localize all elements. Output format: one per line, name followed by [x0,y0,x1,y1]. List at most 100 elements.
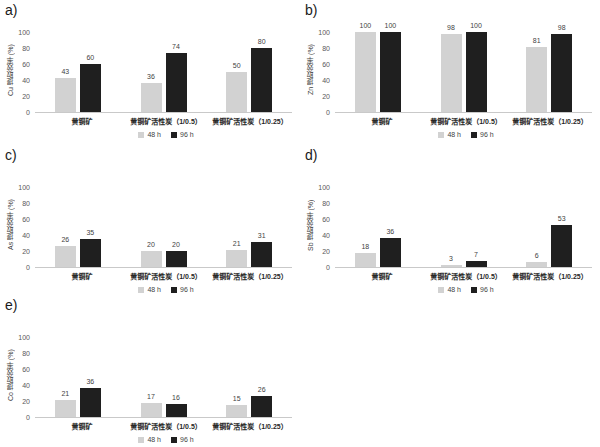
y-axis-title: Cu 提取效率 (%) [5,27,17,113]
category-label: 黄铜矿 [40,116,124,126]
bar-with-label: 31 [251,232,272,267]
y-tick-label: 0 [26,264,30,272]
bar-48h [526,262,547,267]
legend-label: 48 h [447,131,461,138]
plot-area: 26352020 2131 [35,187,292,268]
y-tick-label: 60 [22,61,30,69]
bar-with-label: 35 [80,229,101,267]
value-label: 80 [258,38,266,46]
y-tick-label: 60 [322,216,330,224]
y-tick-label: 80 [22,350,30,358]
category-label: 黄铜矿活性炭（1/0.5） [424,116,508,126]
y-tick-label: 40 [322,232,330,240]
bar-96h [251,48,272,112]
y-tick-label: 0 [26,109,30,117]
value-label: 36 [86,378,94,386]
bar-group: 50 80 [206,32,292,112]
value-label: 100 [470,22,482,30]
bar-with-label: 18 [355,243,376,267]
bar-with-label: 100 [466,22,487,112]
y-axis-title: Co 提取效率 (%) [5,332,17,418]
bar-96h [466,32,487,112]
figure-page: a) Cu 提取效率 (%) 100806040200 436036745080… [0,0,600,447]
bar-with-label: 100 [380,22,401,112]
y-tick-label: 20 [22,398,30,406]
y-tick-label: 80 [22,45,30,53]
y-axis-tick-labels: 100806040200 [17,184,35,272]
legend-label: 96 h [480,286,494,293]
legend: 48 h 96 h [305,131,592,138]
legend: 48 h96 h [5,286,292,293]
value-label: 100 [384,22,396,30]
bar-with-label: 20 [141,241,162,267]
category-label: 黄铜矿 [40,421,124,431]
x-axis-category-labels: 黄铜矿黄铜矿活性炭（1/0.5）黄铜矿活性炭（1/0.25） [305,116,592,126]
bar-group: 2136 [35,337,121,417]
bar-group: 3674 [121,32,207,112]
y-axis-title: Zn 提取效率 (%) [305,27,317,113]
legend-label: 96 h [480,131,494,138]
legend-swatch-icon [438,287,444,293]
plot-area: 100100981008198 [335,32,592,113]
x-axis-category-labels: 黄铜矿黄铜矿活性炭（1/0.5）黄铜矿活性炭（1/0.25） [5,116,292,126]
y-tick-label: 0 [326,264,330,272]
y-axis-tick-labels: 100806040200 [17,334,35,422]
value-label: 26 [258,386,266,394]
panel-label-b: b) [305,2,592,18]
bar-group: 1836 [335,187,421,267]
y-tick-label: 0 [26,414,30,422]
y-tick-label: 60 [22,216,30,224]
bar-with-label: 21 [226,240,247,267]
legend-item: 48 h [138,286,161,293]
y-tick-label: 40 [22,382,30,390]
bar-with-label: 36 [80,378,101,417]
bar-96h [466,261,487,267]
legend-label: 96 h [180,131,194,138]
bar-48h [355,253,376,267]
value-label: 20 [147,241,155,249]
bar-with-label: 16 [166,394,187,417]
bar-48h [55,78,76,112]
value-label: 98 [558,24,566,32]
bar-48h [226,405,247,417]
chart-e-co-extraction: e) Co 提取效率 (%) 100806040200 213617161526… [0,295,300,447]
x-axis-category-labels: 黄铜矿黄铜矿活性炭（1/0.5）黄铜矿活性炭（1/0.25） [305,271,592,281]
bar-group: 1526 [206,337,292,417]
value-label: 17 [147,393,155,401]
legend-label: 48 h [147,131,161,138]
bar-48h [226,72,247,112]
bar-48h [226,250,247,267]
bar-with-label: 50 [226,62,247,112]
legend-swatch-icon [138,132,144,138]
bar-96h [551,34,572,112]
plot-area: 183637653 [335,187,592,268]
value-label: 7 [474,251,478,259]
y-tick-label: 20 [22,248,30,256]
bar-with-label: 36 [380,228,401,267]
value-label: 50 [233,62,241,70]
value-label: 98 [447,24,455,32]
y-tick-label: 80 [322,200,330,208]
y-tick-label: 40 [22,77,30,85]
bar-group: 98100 [421,32,507,112]
category-label: 黄铜矿活性炭（1/0.5） [124,271,208,281]
bar-group: 8198 [506,32,592,112]
value-label: 74 [172,43,180,51]
legend: 48 h96 h [5,436,292,443]
bar-group: 2635 [35,187,121,267]
bar-48h [55,400,76,417]
category-label: 黄铜矿活性炭（1/0.5） [124,116,208,126]
bar-96h [80,388,101,417]
category-label: 黄铜矿 [40,271,124,281]
legend-swatch-icon [471,287,477,293]
value-label: 16 [172,394,180,402]
chart-d-sb-extraction: d) Sb 提取效率 (%) 100806040200 183637653 黄铜… [300,145,600,295]
y-tick-label: 20 [22,93,30,101]
y-tick-label: 40 [22,232,30,240]
bar-96h [80,239,101,267]
bar-group: 653 [506,187,592,267]
y-axis-tick-labels: 100806040200 [317,29,335,117]
bar-group: 2020 [121,187,207,267]
plot-area: 2136 17 16 1526 [35,337,292,418]
value-label: 6 [535,252,539,260]
